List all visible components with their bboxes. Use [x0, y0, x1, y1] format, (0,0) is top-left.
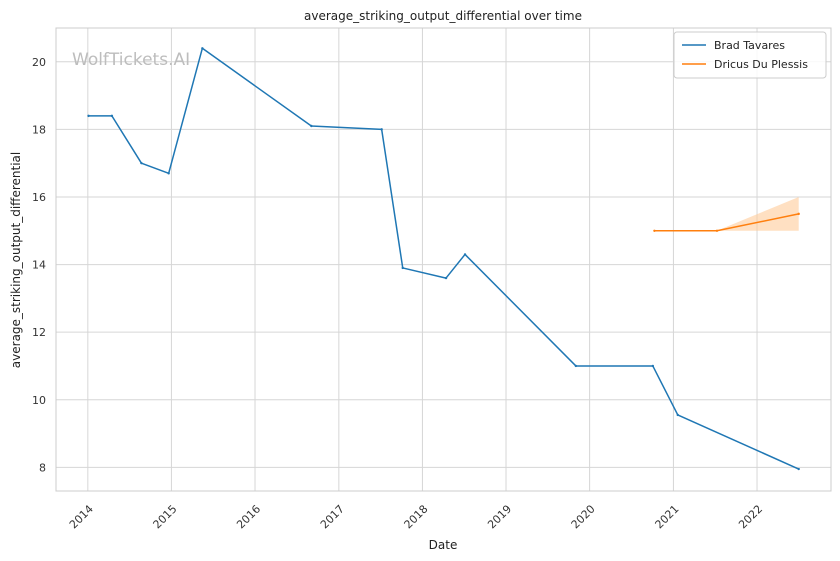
watermark-text: WolfTickets.AI: [72, 50, 190, 70]
data-point-brad-tavares-13: [797, 467, 800, 471]
data-point-dricus-du-plessis-1: [715, 229, 719, 232]
data-point-brad-tavares-0: [87, 114, 90, 118]
data-point-brad-tavares-5: [310, 124, 313, 128]
data-point-brad-tavares-12: [676, 413, 679, 417]
y-tick-label-14: 14: [32, 259, 46, 272]
legend-label-brad-tavares: Brad Tavares: [714, 39, 785, 52]
data-point-brad-tavares-3: [167, 172, 170, 175]
data-point-brad-tavares-9: [463, 253, 467, 256]
series-lines: [87, 47, 800, 471]
confidence-bands: [654, 196, 799, 231]
chart-title: average_striking_output_differential ove…: [304, 9, 582, 23]
data-point-brad-tavares-7: [401, 266, 404, 270]
data-point-brad-tavares-4: [201, 47, 204, 50]
y-tick-label-16: 16: [32, 191, 46, 204]
x-axis-title: Date: [429, 538, 458, 552]
data-point-brad-tavares-8: [444, 276, 448, 280]
series-line-brad-tavares: [88, 47, 800, 470]
data-point-brad-tavares-2: [140, 161, 143, 165]
y-axis-title: average_striking_output_differential: [9, 152, 23, 368]
plot-frame: [55, 27, 832, 492]
y-tick-label-10: 10: [32, 394, 46, 407]
legend: Brad Tavares Dricus Du Plessis: [673, 31, 827, 79]
grid-lines: [56, 28, 831, 491]
data-point-dricus-du-plessis-2: [797, 212, 800, 216]
data-point-brad-tavares-10: [574, 364, 578, 368]
legend-label-dricus-du-plessis: Dricus Du Plessis: [714, 58, 808, 71]
data-point-brad-tavares-1: [110, 114, 114, 118]
y-tick-label-20: 20: [32, 56, 46, 69]
y-axis-ticks: 8 10 12 14 16 18 20: [32, 56, 46, 475]
y-tick-label-18: 18: [32, 123, 46, 136]
confidence-band-dricus-du-plessis: [654, 196, 799, 231]
y-tick-label-12: 12: [32, 326, 46, 339]
legend-box: [673, 31, 827, 79]
data-point-dricus-du-plessis-0: [653, 229, 656, 232]
data-point-brad-tavares-6: [380, 128, 383, 131]
data-point-brad-tavares-11: [651, 364, 655, 368]
y-tick-label-8: 8: [39, 461, 46, 474]
